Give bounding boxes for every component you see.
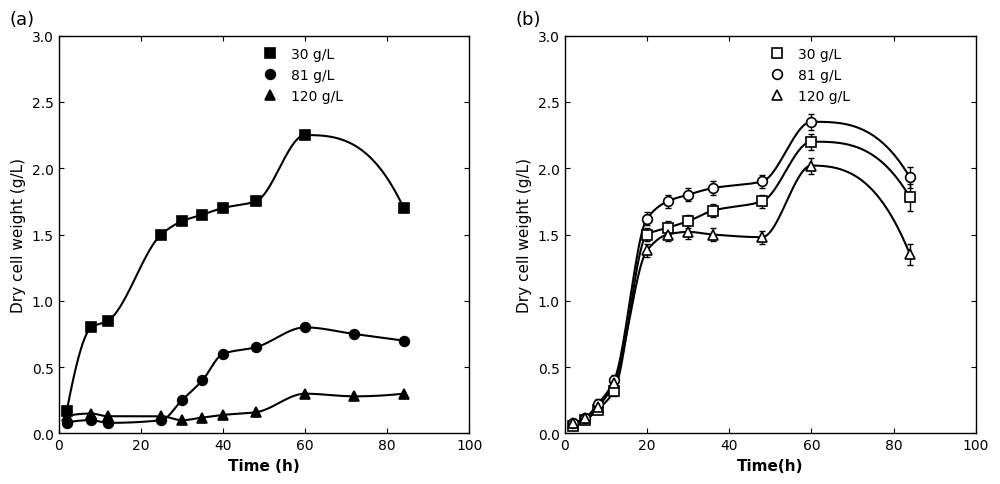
30 g/L — [904, 195, 916, 201]
120 g/L — [682, 229, 694, 235]
81 g/L — [756, 179, 768, 185]
Legend: 30 g/L, 81 g/L, 120 g/L: 30 g/L, 81 g/L, 120 g/L — [252, 44, 347, 107]
30 g/L — [155, 232, 167, 238]
30 g/L — [196, 212, 208, 218]
81 g/L — [567, 420, 579, 426]
81 g/L — [641, 216, 653, 222]
81 g/L — [299, 325, 311, 331]
30 g/L — [592, 407, 604, 413]
30 g/L — [61, 408, 73, 414]
Y-axis label: Dry cell weight (g/L): Dry cell weight (g/L) — [11, 158, 26, 312]
30 g/L — [641, 232, 653, 238]
120 g/L — [567, 420, 579, 426]
Line: 120 g/L: 120 g/L — [568, 161, 915, 428]
81 g/L — [904, 175, 916, 181]
Line: 30 g/L: 30 g/L — [568, 137, 915, 430]
30 g/L — [662, 226, 674, 231]
30 g/L — [707, 208, 719, 214]
120 g/L — [217, 412, 229, 418]
30 g/L — [102, 318, 114, 324]
81 g/L — [398, 338, 410, 344]
81 g/L — [102, 420, 114, 426]
Line: 30 g/L: 30 g/L — [62, 131, 409, 416]
X-axis label: Time(h): Time(h) — [737, 458, 803, 473]
120 g/L — [196, 415, 208, 421]
81 g/L — [155, 417, 167, 423]
120 g/L — [756, 235, 768, 241]
81 g/L — [682, 193, 694, 198]
30 g/L — [608, 388, 620, 394]
30 g/L — [176, 219, 188, 225]
Text: (b): (b) — [515, 11, 541, 29]
120 g/L — [61, 413, 73, 419]
120 g/L — [85, 411, 97, 417]
81 g/L — [805, 120, 817, 125]
81 g/L — [217, 351, 229, 357]
30 g/L — [250, 199, 262, 205]
120 g/L — [592, 404, 604, 410]
30 g/L — [756, 199, 768, 205]
120 g/L — [608, 380, 620, 386]
Line: 81 g/L: 81 g/L — [62, 323, 409, 428]
120 g/L — [102, 413, 114, 419]
30 g/L — [682, 219, 694, 225]
81 g/L — [348, 332, 360, 337]
30 g/L — [805, 139, 817, 145]
120 g/L — [904, 252, 916, 258]
30 g/L — [567, 423, 579, 428]
120 g/L — [250, 409, 262, 415]
81 g/L — [176, 397, 188, 403]
81 g/L — [707, 186, 719, 192]
120 g/L — [662, 232, 674, 238]
30 g/L — [217, 206, 229, 212]
120 g/L — [176, 417, 188, 423]
Line: 81 g/L: 81 g/L — [568, 118, 915, 428]
120 g/L — [155, 413, 167, 419]
Text: (a): (a) — [9, 11, 34, 29]
Y-axis label: Dry cell weight (g/L): Dry cell weight (g/L) — [517, 158, 532, 312]
30 g/L — [299, 133, 311, 139]
120 g/L — [805, 163, 817, 169]
120 g/L — [641, 248, 653, 254]
120 g/L — [707, 232, 719, 238]
81 g/L — [85, 417, 97, 423]
120 g/L — [299, 391, 311, 397]
81 g/L — [608, 378, 620, 383]
120 g/L — [398, 391, 410, 397]
120 g/L — [348, 393, 360, 399]
81 g/L — [61, 420, 73, 426]
Legend: 30 g/L, 81 g/L, 120 g/L: 30 g/L, 81 g/L, 120 g/L — [759, 44, 854, 107]
81 g/L — [250, 345, 262, 350]
81 g/L — [579, 415, 591, 421]
30 g/L — [579, 417, 591, 423]
81 g/L — [592, 402, 604, 408]
30 g/L — [85, 325, 97, 331]
Line: 120 g/L: 120 g/L — [62, 389, 409, 425]
30 g/L — [398, 206, 410, 212]
X-axis label: Time (h): Time (h) — [228, 458, 300, 473]
120 g/L — [579, 415, 591, 421]
81 g/L — [196, 378, 208, 383]
81 g/L — [662, 199, 674, 205]
